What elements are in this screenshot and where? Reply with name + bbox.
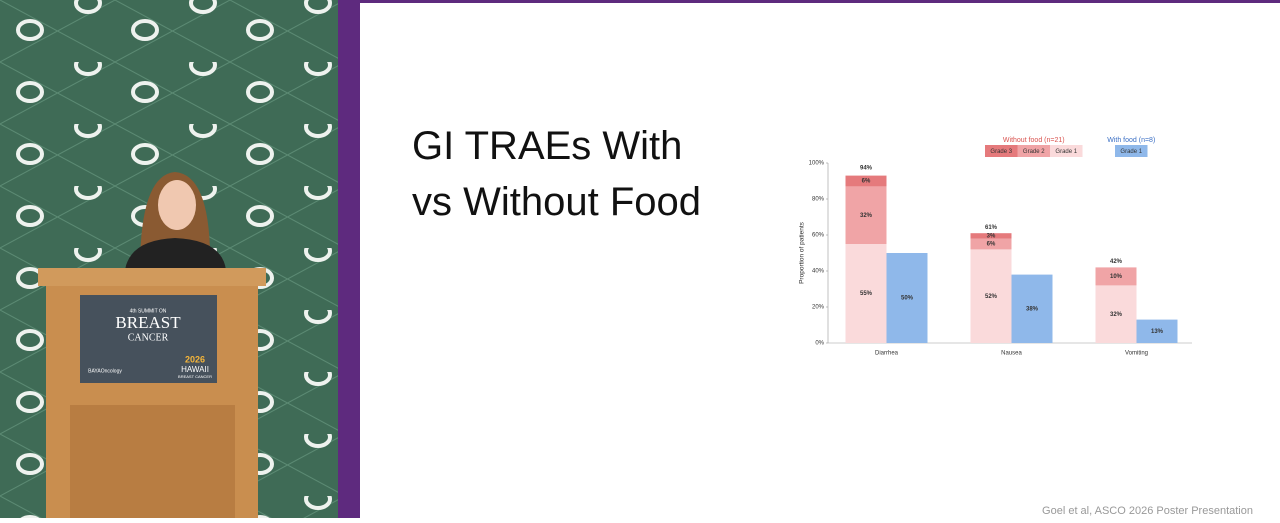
podium-text: HAWAII <box>181 365 209 374</box>
bar-segment <box>845 186 887 244</box>
y-tick-label: 60% <box>812 233 825 239</box>
bar-segment <box>970 238 1012 250</box>
y-tick-label: 80% <box>812 197 825 203</box>
data-label: 13% <box>1151 329 1164 335</box>
legend-label: Grade 2 <box>1023 149 1045 155</box>
y-tick-label: 20% <box>812 305 825 311</box>
bar-segment <box>845 175 887 187</box>
legend-swatch <box>1115 145 1148 157</box>
legend-label: Grade 1 <box>1120 149 1142 155</box>
bar-segment <box>970 249 1012 343</box>
bar-segment <box>845 244 887 343</box>
slide-title-box: GI TRAEs With vs Without Food <box>412 124 702 224</box>
legend-title: With food (n=8) <box>1107 137 1155 144</box>
total-label: 61% <box>985 225 998 231</box>
bar-segment <box>886 253 928 343</box>
frame-border <box>360 0 1280 3</box>
podium-text: BREAST CANCER <box>178 374 212 379</box>
data-label: 6% <box>862 179 871 185</box>
podium-text: BAYAOncology <box>88 368 122 374</box>
data-label: 55% <box>860 291 873 297</box>
speaker-body <box>125 238 226 270</box>
legend-swatch <box>1017 145 1050 157</box>
total-label: 94% <box>860 165 873 171</box>
data-label: 10% <box>1110 274 1123 280</box>
x-tick-label: Nausea <box>1001 351 1022 357</box>
frame-border <box>338 0 360 518</box>
data-label: 3% <box>987 233 996 239</box>
podium-text: 4th SUMMIT ON <box>130 308 167 314</box>
legend-label: Grade 3 <box>990 149 1012 155</box>
slide-title: GI TRAEs With vs Without Food <box>412 124 702 224</box>
data-label: 6% <box>987 242 996 248</box>
bar-segment <box>1011 274 1053 343</box>
x-tick-label: Vomiting <box>1125 351 1148 357</box>
y-tick-label: 0% <box>815 341 824 347</box>
total-label: 42% <box>1110 259 1123 265</box>
data-label: 38% <box>1026 306 1039 312</box>
bar-segment <box>970 233 1012 239</box>
podium-panel <box>70 405 235 518</box>
y-axis-label: Proportion of patients <box>799 221 806 284</box>
citation: Goel et al, ASCO 2026 Poster Presentatio… <box>1042 505 1253 517</box>
y-tick-label: 100% <box>809 161 825 167</box>
podium-text: 2026 <box>185 354 205 364</box>
data-label: 52% <box>985 294 998 300</box>
legend-title: Without food (n=21) <box>1003 137 1065 144</box>
data-label: 32% <box>860 213 873 219</box>
podium-sign <box>80 295 217 383</box>
speaker-face <box>158 180 196 230</box>
podium-top <box>38 268 266 286</box>
data-label: 50% <box>901 296 914 302</box>
bar-segment <box>1095 285 1137 343</box>
bar-segment <box>1136 319 1178 343</box>
podium-text: BREAST <box>115 313 181 332</box>
data-label: 32% <box>1110 312 1123 318</box>
podium-text: CANCER <box>128 332 169 343</box>
legend-label: Grade 1 <box>1055 149 1077 155</box>
chart: 0% 20% 40% 60% 80% 100% Diarrhea 55% 32% 6% 94% 50%… <box>809 137 1192 357</box>
legend-swatch <box>985 145 1018 157</box>
legend-swatch <box>1050 145 1083 157</box>
y-tick-label: 40% <box>812 269 825 275</box>
bar-segment <box>1095 267 1137 286</box>
x-tick-label: Diarrhea <box>875 351 899 357</box>
